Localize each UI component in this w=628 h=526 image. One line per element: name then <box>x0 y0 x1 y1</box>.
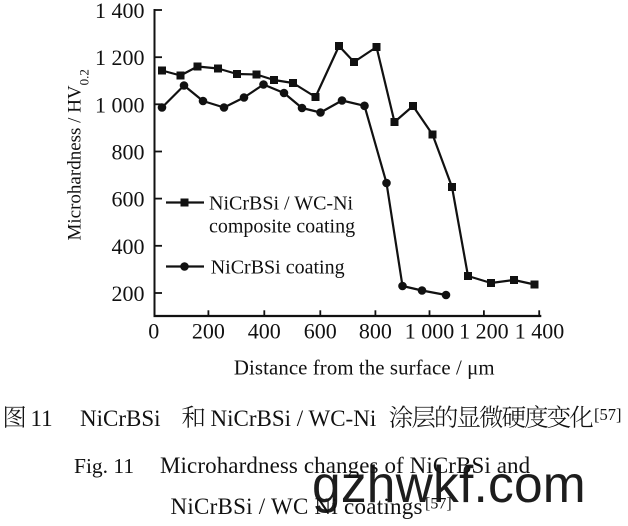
svg-text:Fig. 11: Fig. 11 <box>74 454 134 478</box>
svg-text:Microhardness / HV0.2: Microhardness / HV0.2 <box>65 69 92 240</box>
svg-text:400: 400 <box>248 318 281 343</box>
svg-text:NiCrBSi / WC Ni coatings: NiCrBSi / WC Ni coatings <box>171 494 423 519</box>
svg-text:0: 0 <box>148 318 159 343</box>
svg-text:1 200: 1 200 <box>459 318 509 343</box>
svg-text:NiCrBSi coating: NiCrBSi coating <box>211 257 345 279</box>
svg-text:1 400: 1 400 <box>95 0 145 23</box>
svg-text:gzhwkf.com: gzhwkf.com <box>312 455 586 513</box>
svg-text:600: 600 <box>112 187 145 212</box>
svg-text:200: 200 <box>112 281 145 306</box>
svg-text:800: 800 <box>112 140 145 165</box>
svg-text:NiCrBSi / WC-Ni: NiCrBSi / WC-Ni <box>211 406 377 431</box>
svg-text:1 200: 1 200 <box>95 45 145 70</box>
svg-text:NiCrBSi / WC-Ni: NiCrBSi / WC-Ni <box>209 192 354 214</box>
svg-text:[57]: [57] <box>594 405 622 424</box>
svg-text:1 000: 1 000 <box>405 318 455 343</box>
svg-text:Distance from the surface / μm: Distance from the surface / μm <box>234 356 495 379</box>
svg-text:600: 600 <box>304 318 337 343</box>
svg-text:NiCrBSi: NiCrBSi <box>80 406 161 431</box>
svg-text:200: 200 <box>192 318 225 343</box>
svg-text:1 400: 1 400 <box>515 318 565 343</box>
svg-text:11: 11 <box>31 406 53 431</box>
svg-text:[57]: [57] <box>425 496 452 513</box>
svg-text:800: 800 <box>359 318 392 343</box>
svg-text:composite coating: composite coating <box>209 215 355 237</box>
svg-text:Microhardness changes of NiCrB: Microhardness changes of NiCrBSi and <box>160 453 531 478</box>
svg-text:400: 400 <box>112 234 145 259</box>
svg-text:1 000: 1 000 <box>95 92 145 117</box>
